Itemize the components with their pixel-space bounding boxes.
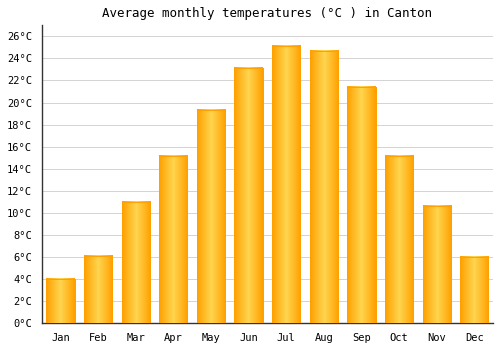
Bar	[84, 256, 112, 323]
Bar	[159, 155, 188, 323]
Bar	[310, 51, 338, 323]
Bar	[348, 87, 376, 323]
Title: Average monthly temperatures (°C ) in Canton: Average monthly temperatures (°C ) in Ca…	[102, 7, 432, 20]
Bar	[460, 257, 488, 323]
Bar	[234, 68, 262, 323]
Bar	[348, 87, 376, 323]
Bar	[159, 155, 188, 323]
Bar	[385, 155, 413, 323]
Bar	[422, 206, 450, 323]
Bar	[197, 110, 225, 323]
Bar	[46, 279, 74, 323]
Bar	[422, 206, 450, 323]
Bar	[272, 46, 300, 323]
Bar	[310, 51, 338, 323]
Bar	[84, 256, 112, 323]
Bar	[234, 68, 262, 323]
Bar	[46, 279, 74, 323]
Bar	[272, 46, 300, 323]
Bar	[385, 155, 413, 323]
Bar	[460, 257, 488, 323]
Bar	[122, 202, 150, 323]
Bar	[122, 202, 150, 323]
Bar	[197, 110, 225, 323]
